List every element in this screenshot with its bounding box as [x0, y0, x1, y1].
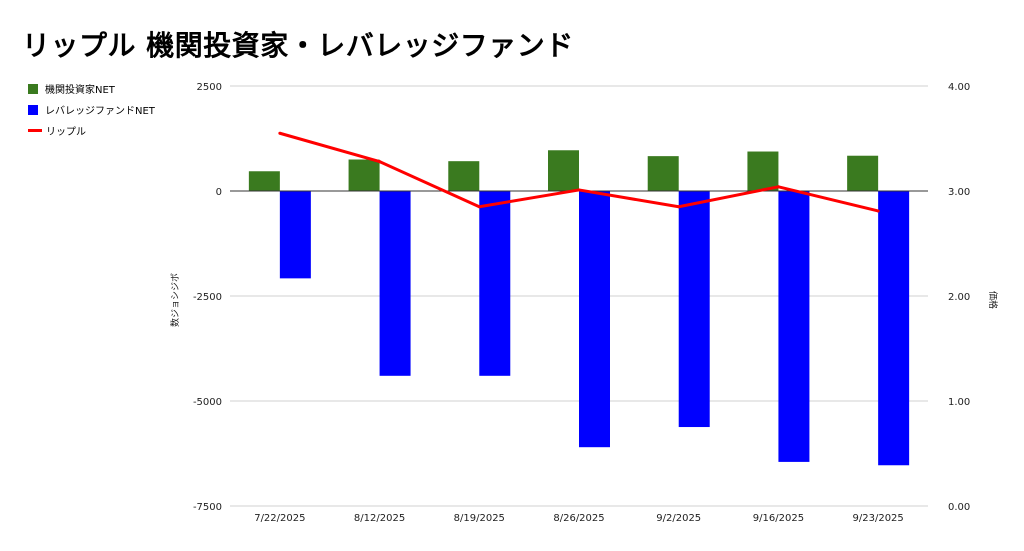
x-tick-label: 9/2/2025 [656, 513, 701, 524]
y-left-tick-label: -5000 [193, 397, 222, 408]
bar-leveraged [579, 191, 610, 448]
y-left-tick-label: -2500 [193, 292, 222, 303]
y-right-tick-label: 0.00 [948, 502, 970, 513]
bar-institutional [348, 159, 380, 191]
legend-label-ripple: リップル [46, 127, 86, 138]
point-ripple [677, 205, 681, 209]
legend-swatch-institutional [28, 83, 38, 94]
y-right-tick-label: 4.00 [948, 82, 970, 93]
y-left-tick-label: -7500 [193, 502, 222, 513]
bar-leveraged [678, 191, 710, 428]
point-ripple [577, 188, 581, 192]
legend-label-institutional: 機関投資家NET [45, 85, 115, 96]
legend-item-leveraged: レバレッジファンドNET [28, 99, 155, 120]
bar-leveraged [778, 191, 810, 462]
bar-leveraged [279, 191, 311, 279]
y-left-tick-label: 2500 [197, 82, 222, 93]
legend: 機関投資家NET レバレッジファンドNET リップル [28, 78, 155, 141]
x-tick-label: 8/19/2025 [454, 513, 505, 524]
y-right-tick-label: 2.00 [948, 292, 970, 303]
bar-leveraged [878, 191, 910, 466]
point-ripple [378, 160, 382, 164]
chart-title: リップル 機関投資家・レバレッジファンド [22, 29, 574, 62]
point-ripple [278, 131, 282, 135]
legend-swatch-leveraged [28, 104, 38, 115]
x-tick-label: 9/23/2025 [853, 513, 904, 524]
bar-institutional [647, 156, 679, 191]
bar-leveraged [379, 191, 411, 376]
legend-swatch-ripple [28, 129, 42, 132]
point-ripple [876, 209, 880, 213]
x-tick-label: 9/16/2025 [753, 513, 804, 524]
bar-leveraged [479, 191, 511, 376]
bar-institutional [847, 155, 879, 191]
x-tick-label: 8/26/2025 [553, 513, 604, 524]
legend-item-institutional: 機関投資家NET [28, 78, 155, 99]
point-ripple [776, 185, 780, 189]
y-right-axis-title: 価格 [987, 291, 999, 309]
legend-item-ripple: リップル [28, 120, 155, 141]
x-tick-label: 7/22/2025 [254, 513, 305, 524]
y-left-tick-label: 0 [216, 187, 222, 198]
point-ripple [477, 205, 481, 209]
x-tick-label: 8/12/2025 [354, 513, 405, 524]
y-right-tick-label: 3.00 [948, 187, 970, 198]
bar-institutional [747, 151, 779, 191]
y-right-tick-label: 1.00 [948, 397, 970, 408]
bar-institutional [548, 150, 579, 191]
bar-institutional [448, 161, 480, 191]
legend-label-leveraged: レバレッジファンドNET [45, 106, 155, 117]
y-left-axis-title: 数ジョシジボ [169, 273, 181, 327]
bar-institutional [248, 171, 280, 191]
